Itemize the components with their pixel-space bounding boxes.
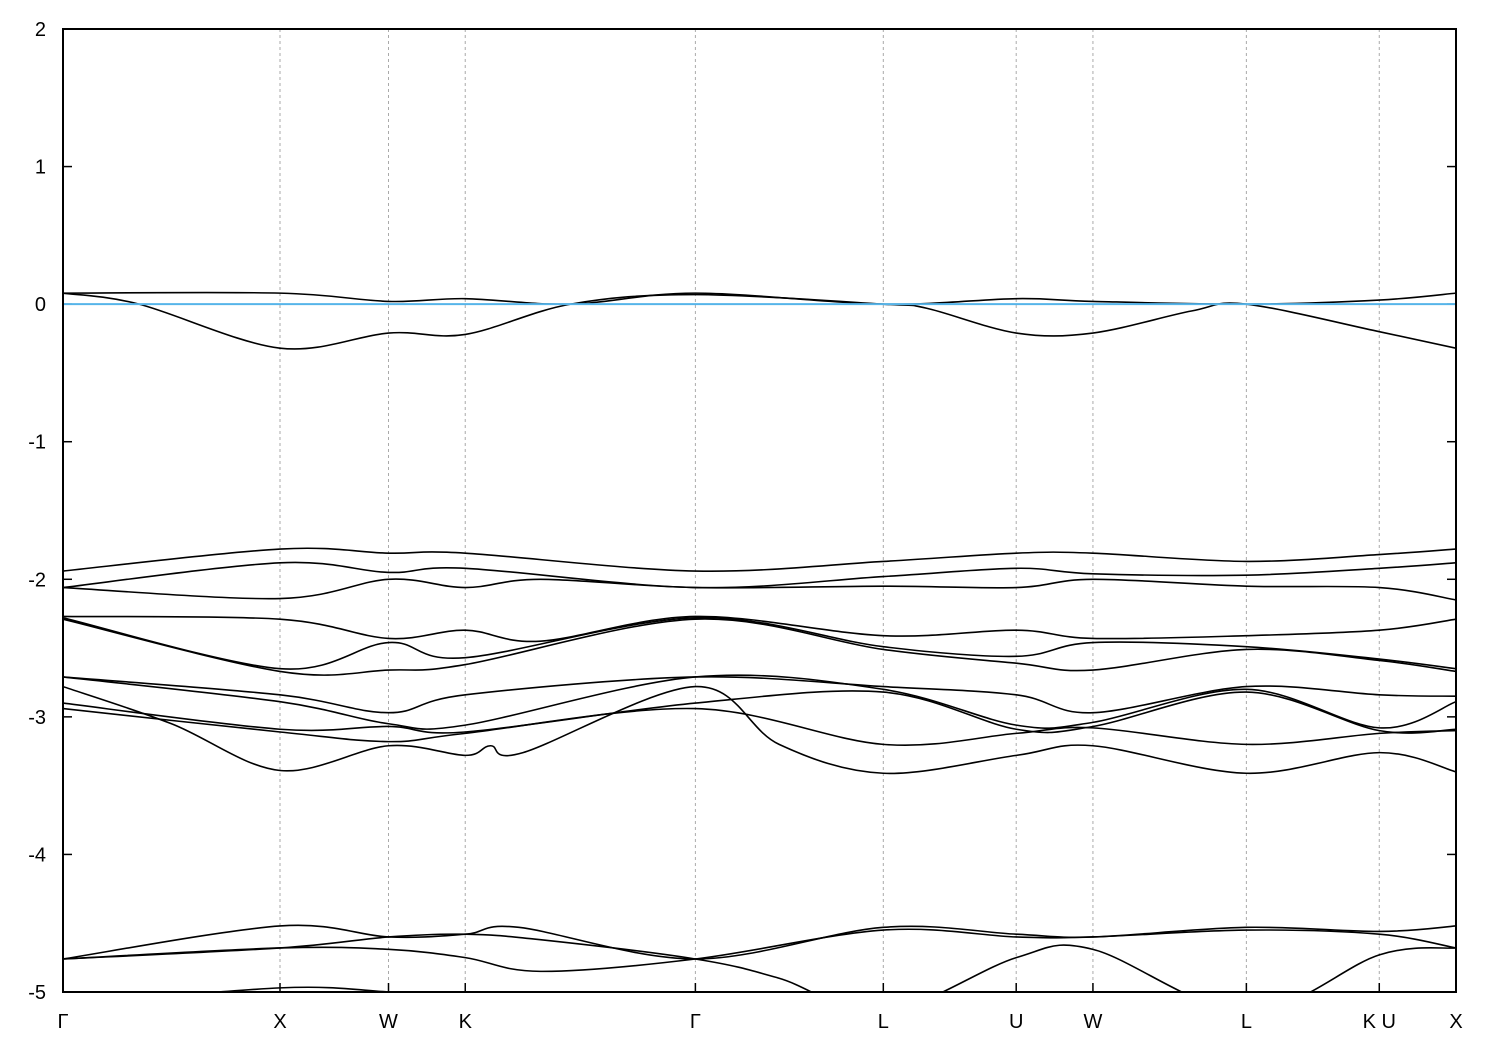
y-tick-label: -1 <box>28 432 46 454</box>
band-line-9 <box>63 674 1456 730</box>
y-tick-label: 2 <box>35 19 46 41</box>
band-line-16 <box>208 986 401 992</box>
y-tick-label: 1 <box>35 157 46 179</box>
x-tick-label: X <box>1449 1011 1462 1033</box>
x-tick-label: K <box>459 1011 473 1033</box>
x-tick-label: W <box>379 1011 398 1033</box>
band-line-8 <box>63 676 1456 714</box>
band-line-7 <box>63 618 1456 676</box>
y-tick-label: -4 <box>28 844 46 866</box>
y-tick-label: -5 <box>28 982 46 1004</box>
x-tick-label: Γ <box>690 1011 701 1033</box>
band-line-11 <box>63 707 1456 746</box>
band-line-14 <box>63 928 1456 973</box>
grid-lines <box>279 29 1380 992</box>
y-tick-label: -2 <box>28 569 46 591</box>
x-tick-label: L <box>1241 1011 1252 1033</box>
band-line-15 <box>63 933 1456 992</box>
band-line-6 <box>63 616 1456 670</box>
band-line-2 <box>63 547 1456 572</box>
band-line-12 <box>63 685 1456 775</box>
band-line-0 <box>63 291 1456 306</box>
x-tick-label: Γ <box>57 1011 68 1033</box>
band-line-4 <box>63 578 1456 601</box>
band-line-10 <box>63 690 1456 734</box>
band-line-5 <box>63 615 1456 643</box>
bands <box>63 291 1456 992</box>
x-tick-label: U <box>1009 1011 1023 1033</box>
y-tick-label: 0 <box>35 294 46 316</box>
band-line-1 <box>63 292 1456 350</box>
x-tick-label: X <box>273 1011 286 1033</box>
x-tick-label: K U <box>1363 1011 1396 1033</box>
x-tick-label: W <box>1083 1011 1102 1033</box>
band-line-13 <box>63 924 1456 960</box>
y-tick-label: -3 <box>28 707 46 729</box>
y-axis: -5 -4 -3 -2 -1 0 1 2 <box>28 19 1456 1004</box>
band-line-3 <box>63 561 1456 589</box>
x-tick-label: L <box>878 1011 889 1033</box>
plot-frame <box>62 28 1457 993</box>
